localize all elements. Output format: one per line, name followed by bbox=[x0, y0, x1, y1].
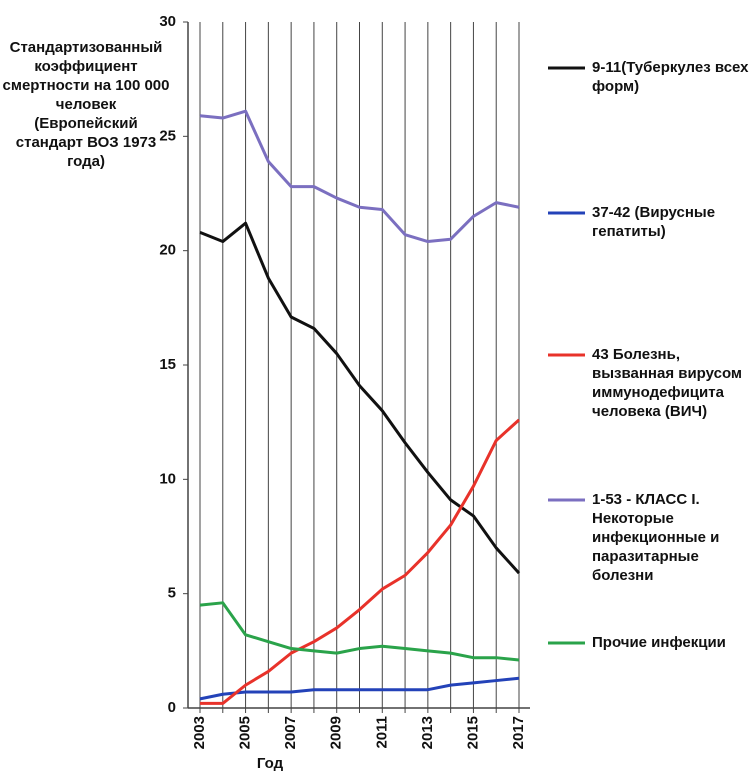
legend-label: 1-53 - КЛАСС I. Некоторые инфекционные и… bbox=[592, 491, 720, 584]
y-tick-label: 25 bbox=[159, 127, 176, 144]
x-tick-label: 2013 bbox=[419, 716, 436, 749]
x-tick-label: 2017 bbox=[510, 716, 527, 749]
x-tick-label: 2009 bbox=[328, 716, 345, 749]
x-tick-label: 2015 bbox=[464, 716, 481, 749]
series-line bbox=[200, 418, 521, 705]
series-line bbox=[199, 109, 520, 244]
series-line bbox=[199, 601, 520, 662]
y-axis-label: Стандартизованный коэффициент смертности… bbox=[2, 39, 170, 170]
legend-label: 37-42 (Вирусные гепатиты) bbox=[592, 204, 716, 240]
x-axis-label: Год bbox=[257, 755, 284, 772]
y-tick-label: 5 bbox=[168, 585, 176, 602]
y-tick-label: 0 bbox=[168, 699, 176, 716]
legend-label: 43 Болезнь, вызванная вирусом иммунодефи… bbox=[592, 346, 743, 420]
y-tick-label: 15 bbox=[159, 356, 176, 373]
y-tick-label: 10 bbox=[159, 470, 176, 487]
series-line bbox=[199, 221, 521, 575]
x-tick-label: 2007 bbox=[282, 716, 299, 749]
x-tick-label: 2005 bbox=[237, 716, 254, 749]
y-tick-label: 30 bbox=[159, 13, 176, 30]
series-line bbox=[199, 676, 520, 701]
y-tick-label: 20 bbox=[159, 242, 176, 259]
x-tick-label: 2011 bbox=[373, 716, 390, 749]
x-tick-label: 2003 bbox=[191, 716, 208, 749]
legend-label: 9-11(Туберкулез всех форм) bbox=[592, 59, 749, 95]
legend-label: Прочие инфекции bbox=[592, 634, 726, 651]
